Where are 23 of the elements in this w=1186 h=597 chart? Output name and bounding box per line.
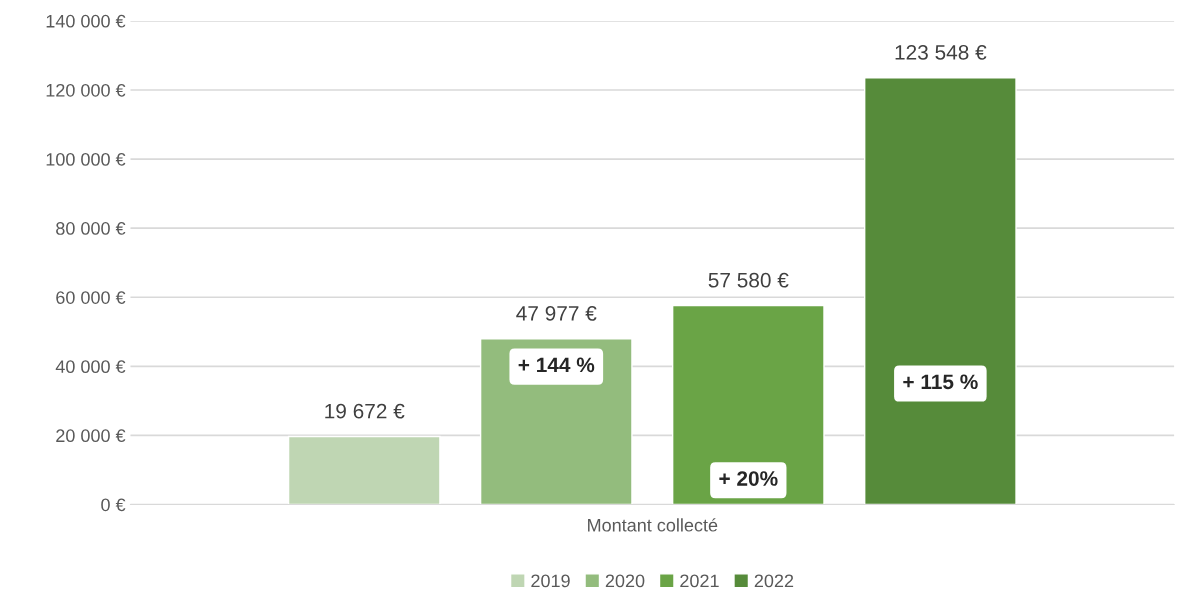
data-label: 47 977 €	[516, 305, 597, 321]
legend-label: 2020	[605, 574, 645, 588]
data-label: 123 548 €	[895, 44, 987, 60]
legend-label: 2019	[531, 574, 570, 588]
y-tick-label: 0 €	[101, 498, 126, 512]
bar	[863, 77, 1017, 505]
y-tick-label: 20 000 €	[56, 429, 126, 443]
y-tick-label: 40 000 €	[55, 360, 126, 374]
annotation: + 115 %	[903, 374, 978, 390]
annotation: + 144 %	[518, 357, 595, 373]
annotation: + 20%	[719, 471, 778, 486]
y-tick-label: 120 000 €	[46, 83, 126, 97]
legend-label: 2021	[680, 574, 719, 588]
y-tick-label: 100 000 €	[46, 152, 126, 166]
y-tick-label: 140 000 €	[46, 14, 126, 28]
data-label: 19 672 €	[325, 403, 405, 419]
x-tick-label: Montant collecté	[588, 518, 718, 532]
legend-label: 2022	[754, 574, 794, 588]
data-label: 57 580 €	[708, 272, 789, 288]
bar	[671, 304, 825, 505]
y-tick-label: 80 000 €	[56, 222, 126, 235]
y-tick-label: 60 000 €	[56, 291, 126, 304]
bar	[287, 435, 441, 505]
